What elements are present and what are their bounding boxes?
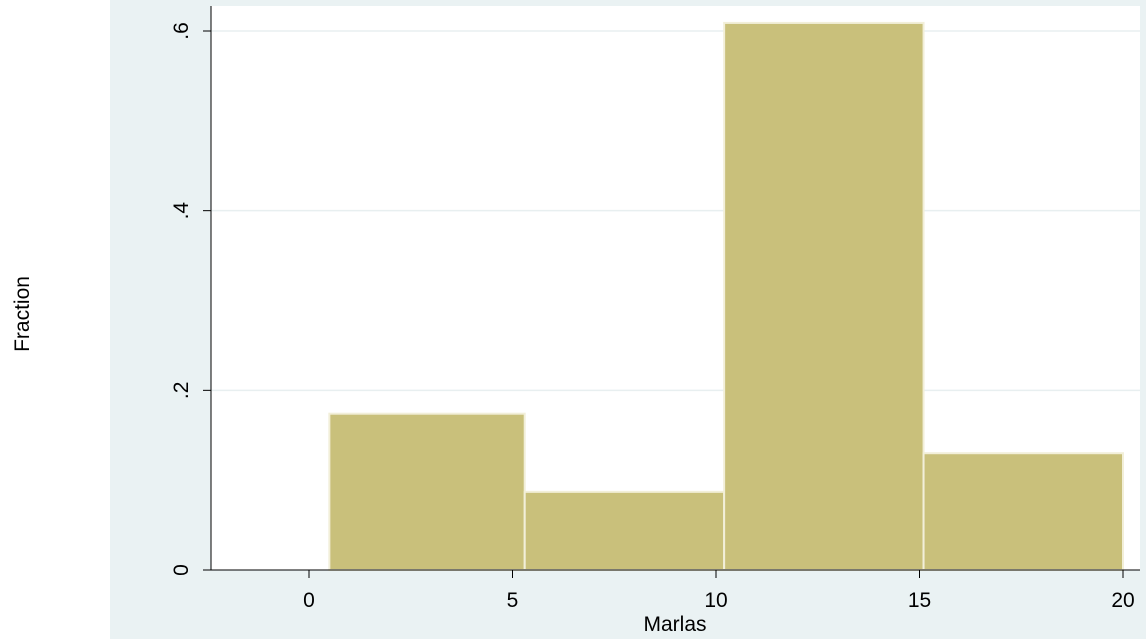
y-tick-label-0: 0 xyxy=(170,564,193,576)
histogram-bar-0 xyxy=(328,412,526,571)
histogram-bar-3 xyxy=(922,452,1124,572)
x-tick-label-0: 0 xyxy=(303,589,315,612)
histogram-bar-2 xyxy=(723,21,925,572)
x-axis-label: Marlas xyxy=(643,613,706,636)
axes: 0 .2 .4 .6 0 5 10 15 20 xyxy=(170,6,1140,612)
y-tick-label-1: .2 xyxy=(170,382,193,400)
x-tick-label-2: 10 xyxy=(704,589,727,612)
y-tick-label-3: .6 xyxy=(170,22,193,40)
y-tick-label-2: .4 xyxy=(170,202,193,220)
histogram-bar-1 xyxy=(523,490,726,571)
histogram-bars xyxy=(328,21,1124,572)
x-tick-label-4: 20 xyxy=(1111,589,1134,612)
y-axis-label: Fraction xyxy=(11,276,34,352)
x-tick-label-1: 5 xyxy=(507,589,519,612)
x-tick-label-3: 15 xyxy=(908,589,931,612)
gridlines xyxy=(211,30,1140,392)
